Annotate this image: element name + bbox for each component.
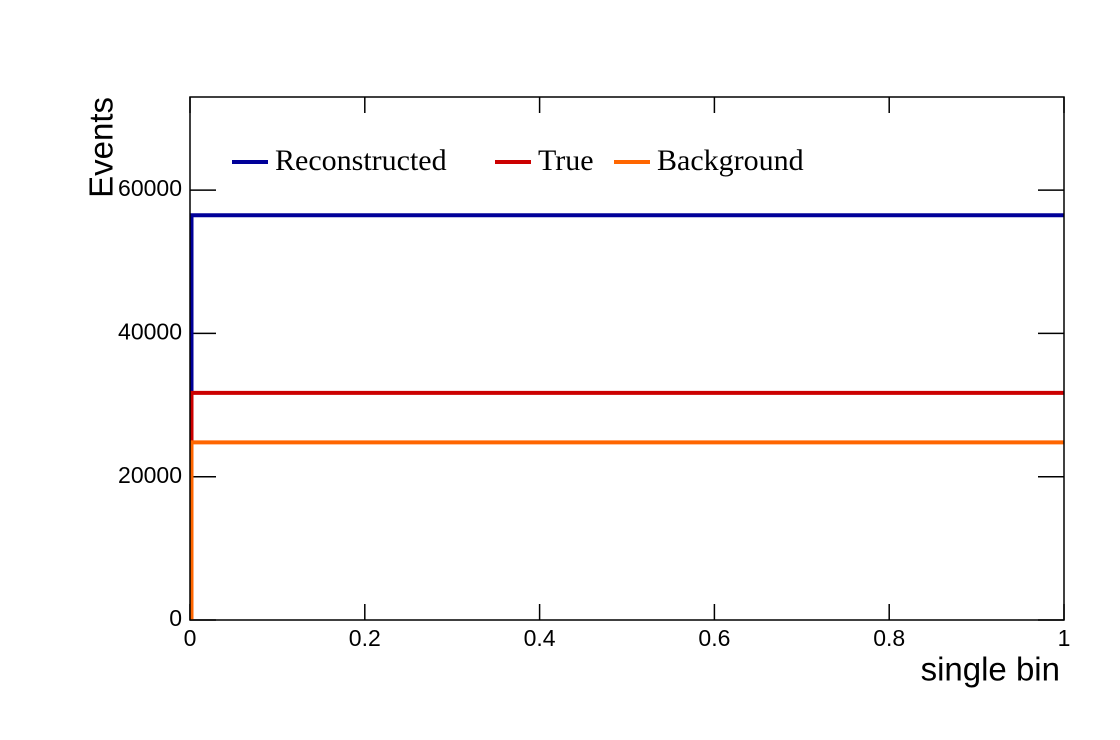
legend-label: True — [538, 144, 594, 177]
x-tick-label: 0.2 — [349, 625, 381, 651]
x-tick-label: 0 — [184, 625, 197, 651]
x-tick-label: 0.4 — [524, 625, 556, 651]
y-tick-label: 40000 — [118, 319, 182, 345]
x-tick-label: 0.6 — [698, 625, 730, 651]
y-tick-label: 20000 — [118, 462, 182, 488]
x-tick-label: 1 — [1058, 625, 1071, 651]
legend-label: Background — [657, 144, 804, 177]
plot-frame — [189, 96, 1065, 621]
y-tick-label: 0 — [169, 605, 182, 631]
x-tick-label: 0.8 — [873, 625, 905, 651]
histogram-bar — [189, 440, 1064, 620]
y-tick-label: 60000 — [118, 175, 182, 201]
legend-label: Reconstructed — [275, 144, 447, 177]
x-axis-title: single bin — [921, 651, 1060, 688]
y-axis-title: Events — [83, 97, 120, 198]
